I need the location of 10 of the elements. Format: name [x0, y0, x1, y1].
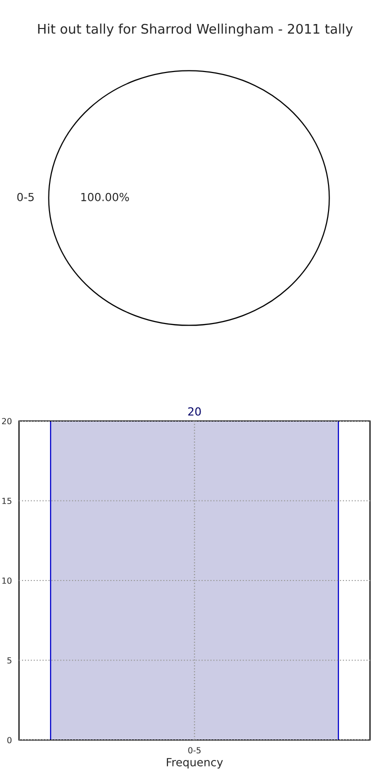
y-tick-label: 10: [2, 577, 12, 584]
slice-label: 0-5: [17, 192, 34, 202]
y-tick-label: 0: [7, 736, 12, 744]
x-axis-title: Frequency: [166, 758, 223, 769]
y-tick-label: 20: [2, 418, 12, 424]
y-tick-label: 15: [2, 498, 12, 504]
chart-title: Hit out tally for Sharrod Wellingham - 2011 tally: [38, 24, 353, 36]
data-label: 100.00%: [81, 192, 129, 202]
y-tick-label: 5: [7, 657, 12, 664]
data-label: 20: [188, 407, 201, 416]
